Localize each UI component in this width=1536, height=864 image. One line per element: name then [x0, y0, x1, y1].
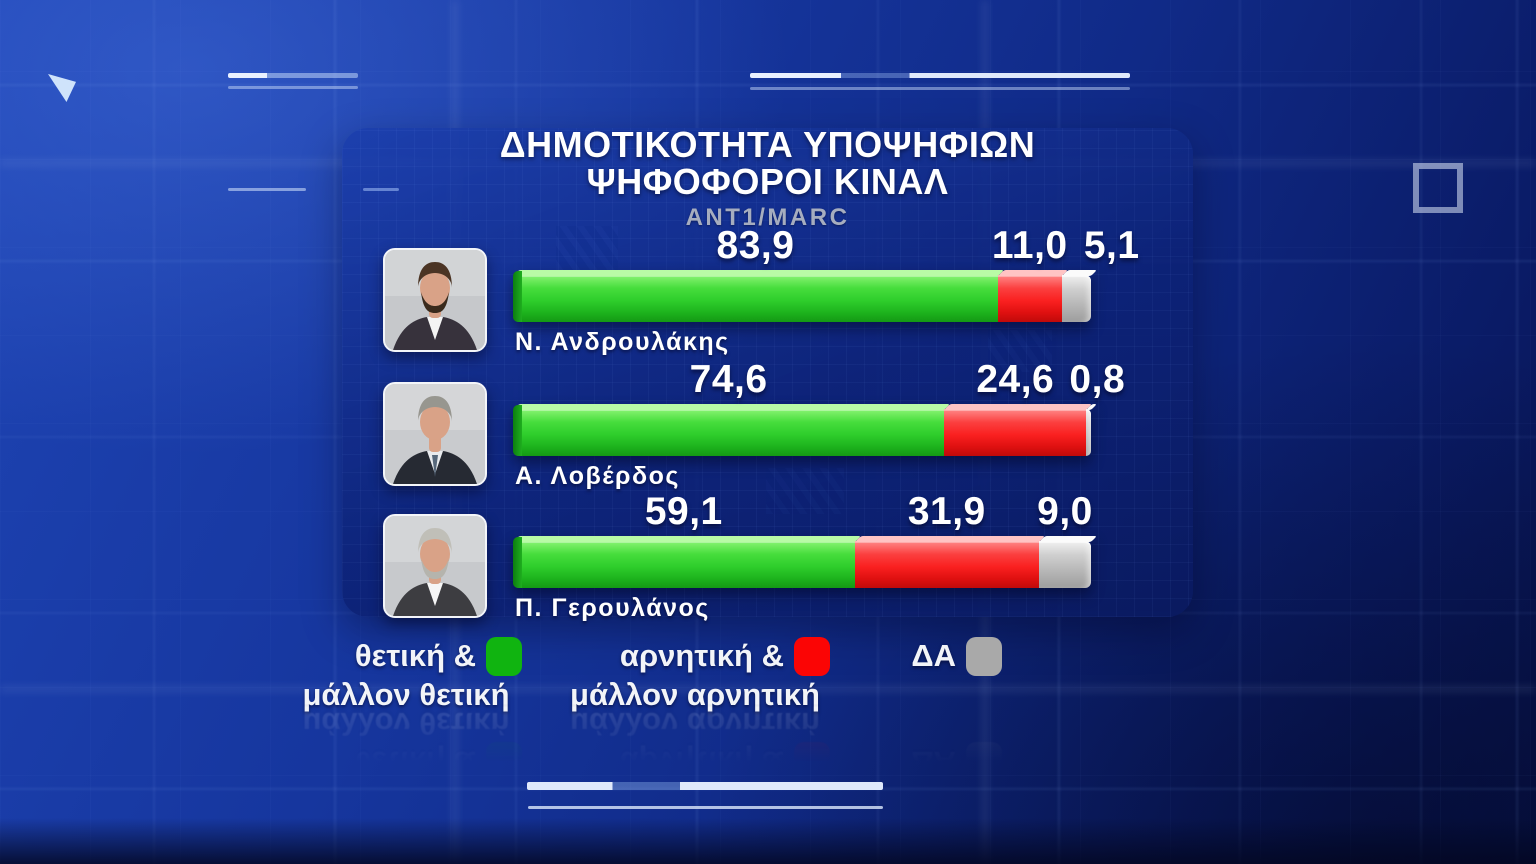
- stacked-bar: [513, 270, 1091, 322]
- decorative-line: [228, 188, 306, 191]
- decorative-line: [750, 87, 1130, 90]
- poll-source-label: ANT1/MARC: [685, 204, 850, 231]
- legend-item-no-answer: ΔΑ: [900, 742, 1002, 782]
- person-portrait-icon: [385, 384, 485, 484]
- legend-item-negative: αρνητική & μάλλον αρνητική: [560, 636, 830, 713]
- legend-label: θετική &: [354, 638, 476, 673]
- candidate-row: Ν. Ανδρουλάκης 83,9 11,0 5,1: [0, 224, 1536, 358]
- legend-label: αρνητική &: [619, 745, 784, 780]
- person-portrait-icon: [385, 516, 485, 616]
- value-label-negative: 31,9: [907, 490, 986, 533]
- candidate-row: Α. Λοβέρδος 74,6 24,6 0,8: [0, 358, 1536, 492]
- decorative-line: [228, 73, 358, 78]
- legend-label-line2: μάλλον θετική: [302, 677, 510, 712]
- legend-item-positive: θετική & μάλλον θετική: [290, 705, 522, 782]
- value-label-negative: 11,0: [991, 224, 1068, 267]
- candidate-photo: [383, 382, 487, 486]
- stacked-bar: [513, 404, 1091, 456]
- legend-label: θετική &: [354, 745, 476, 780]
- bar-left-bevel: [513, 271, 522, 322]
- square-outline-decoration: [1413, 163, 1463, 213]
- positive-color-swatch: [486, 742, 522, 782]
- legend-item-negative: αρνητική & μάλλον αρνητική: [560, 705, 830, 782]
- bar-segment-no_answer: [1038, 541, 1091, 588]
- legend-label-line2: μάλλον αρνητική: [570, 677, 820, 712]
- panel-dash-decoration: [363, 188, 399, 191]
- decorative-line: [527, 782, 883, 790]
- candidate-name: Π. Γερουλάνος: [515, 594, 710, 622]
- bar-segment-negative: [944, 409, 1087, 456]
- chart-legend: θετική & μάλλον θετική αρνητική & μάλλον…: [0, 636, 1536, 714]
- value-label-no_answer: 5,1: [1083, 224, 1140, 267]
- legend-item-positive: θετική & μάλλον θετική: [290, 636, 522, 713]
- bar-segment-negative: [854, 541, 1039, 588]
- no-answer-color-swatch: [966, 636, 1002, 676]
- value-label-positive: 83,9: [716, 224, 795, 267]
- candidate-name: Α. Λοβέρδος: [515, 462, 680, 490]
- stacked-bar: [513, 536, 1091, 588]
- bar-segment-positive: [513, 537, 855, 588]
- negative-color-swatch: [794, 636, 830, 676]
- bottom-vignette: [0, 818, 1536, 864]
- decorative-line: [528, 806, 883, 809]
- candidate-row: Π. Γερουλάνος 59,1 31,9 9,0: [0, 490, 1536, 624]
- legend-item-no-answer: ΔΑ: [900, 636, 1002, 676]
- legend-label: αρνητική &: [619, 638, 784, 673]
- corner-arrow-icon: [48, 74, 76, 102]
- value-label-positive: 59,1: [644, 490, 723, 533]
- decorative-line: [750, 73, 1130, 78]
- value-label-no_answer: 9,0: [1037, 490, 1093, 533]
- candidate-name: Ν. Ανδρουλάκης: [515, 328, 730, 356]
- legend-reflection: θετική & μάλλον θετική αρνητική & μάλλον…: [0, 704, 1536, 782]
- value-label-positive: 74,6: [689, 358, 768, 401]
- positive-color-swatch: [486, 636, 522, 676]
- candidate-photo: [383, 248, 487, 352]
- chart-title-line1: ΔΗΜΟΤΙΚΟΤΗΤΑ ΥΠΟΨΗΦΙΩΝ: [499, 124, 1036, 165]
- legend-label: ΔΑ: [911, 638, 956, 673]
- bar-segment-no_answer: [1086, 409, 1091, 456]
- negative-color-swatch: [794, 742, 830, 782]
- chart-title-line2: ΨΗΦΟΦΟΡΟΙ ΚΙΝΑΛ: [586, 161, 949, 202]
- value-label-no_answer: 0,8: [1069, 358, 1126, 401]
- chart-title-block: ΔΗΜΟΤΙΚΟΤΗΤΑ ΥΠΟΨΗΦΙΩΝ ΨΗΦΟΦΟΡΟΙ ΚΙΝΑΛ A…: [342, 126, 1193, 232]
- no-answer-color-swatch: [966, 742, 1002, 782]
- decorative-line: [228, 86, 358, 89]
- bar-left-bevel: [513, 537, 522, 588]
- bar-left-bevel: [513, 405, 522, 456]
- candidate-photo: [383, 514, 487, 618]
- bar-segment-positive: [513, 271, 998, 322]
- bar-segment-positive: [513, 405, 945, 456]
- bar-segment-negative: [997, 275, 1062, 322]
- value-label-negative: 24,6: [976, 358, 1055, 401]
- bar-segment-no_answer: [1061, 275, 1091, 322]
- legend-label: ΔΑ: [911, 745, 956, 780]
- person-portrait-icon: [385, 250, 485, 350]
